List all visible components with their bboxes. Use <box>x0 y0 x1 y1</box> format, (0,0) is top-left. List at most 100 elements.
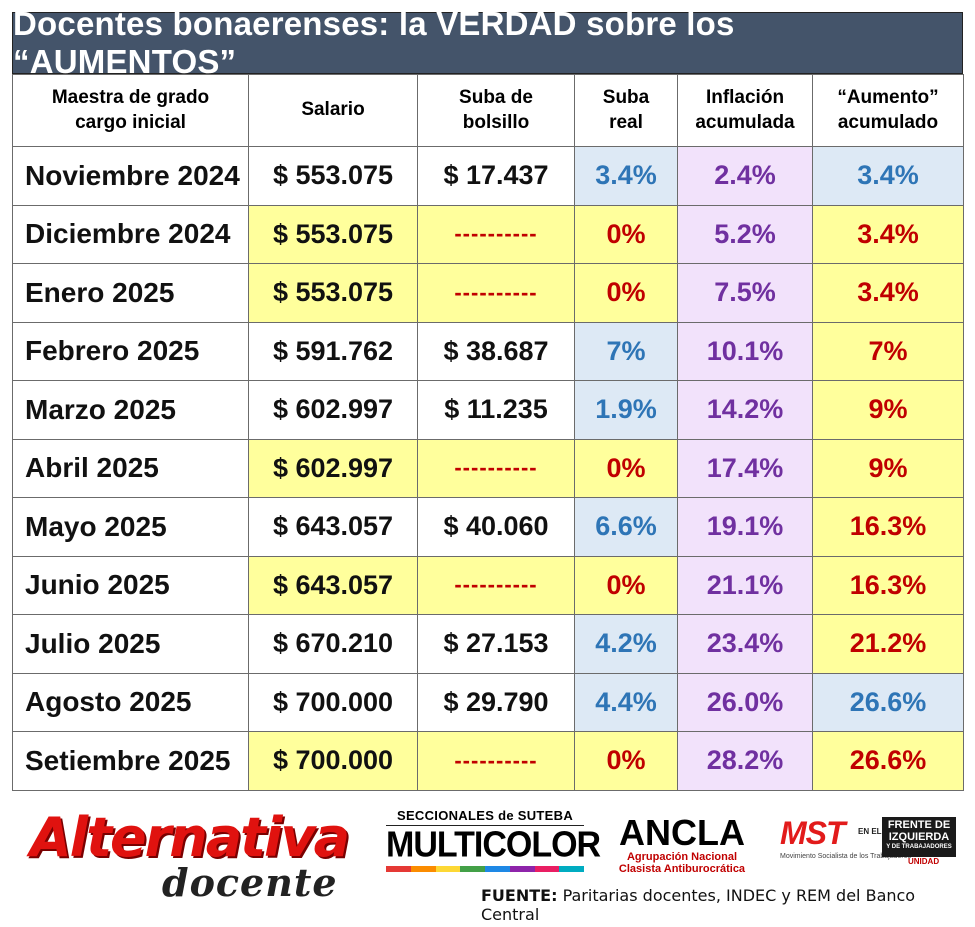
ancla-logo-sub2: Clasista Antiburocrática <box>618 863 746 875</box>
raise-cell: ---------- <box>417 731 575 791</box>
alternativa-logo-word: Alternativa <box>29 806 350 869</box>
real-raise-cell: 0% <box>574 263 678 323</box>
table-row: Febrero 2025 $ 591.762 $ 38.687 7% 10.1% 7% <box>12 321 964 381</box>
salary-cell: $ 553.075 <box>248 204 418 264</box>
multicolor-logo-word: MULTICOLOR <box>386 825 601 865</box>
salary-cell: $ 643.057 <box>248 497 418 557</box>
salary-cell: $ 602.997 <box>248 380 418 440</box>
header-month: Maestra de grado cargo inicial <box>12 74 249 147</box>
raise-cell: $ 38.687 <box>417 321 575 381</box>
source-note: FUENTE: Paritarias docentes, INDEC y REM… <box>481 886 975 924</box>
month-cell: Mayo 2025 <box>12 497 249 557</box>
fit-logo-line1: FRENTE DE <box>887 819 951 831</box>
source-label: FUENTE: <box>481 886 558 905</box>
real-raise-cell: 0% <box>574 731 678 791</box>
cumulative-cell: 3.4% <box>812 263 964 323</box>
cumulative-cell: 26.6% <box>812 672 964 732</box>
real-raise-cell: 0% <box>574 204 678 264</box>
month-cell: Enero 2025 <box>12 263 249 323</box>
salary-cell: $ 591.762 <box>248 321 418 381</box>
header-real-raise: Suba real <box>574 74 678 147</box>
salary-table: Maestra de grado cargo inicial Salario Su… <box>12 74 964 791</box>
multicolor-logo-top: SECCIONALES de SUTEBA <box>386 808 584 826</box>
month-cell: Junio 2025 <box>12 555 249 615</box>
raise-cell: ---------- <box>417 263 575 323</box>
salary-cell: $ 643.057 <box>248 555 418 615</box>
source-text: Paritarias docentes, INDEC y REM del Ban… <box>481 886 916 924</box>
real-raise-cell: 7% <box>574 321 678 381</box>
month-cell: Noviembre 2024 <box>12 146 249 206</box>
raise-cell: ---------- <box>417 204 575 264</box>
table-row: Junio 2025 $ 643.057 ---------- 0% 21.1% 16.3… <box>12 555 964 615</box>
table-row: Abril 2025 $ 602.997 ---------- 0% 17.4% 9% <box>12 438 964 498</box>
inflation-cell: 28.2% <box>677 731 813 791</box>
cumulative-cell: 3.4% <box>812 146 964 206</box>
table-row: Mayo 2025 $ 643.057 $ 40.060 6.6% 19.1% 16.3% <box>12 497 964 557</box>
real-raise-cell: 0% <box>574 438 678 498</box>
header-salary: Salario <box>248 74 418 147</box>
real-raise-cell: 3.4% <box>574 146 678 206</box>
real-raise-cell: 4.4% <box>574 672 678 732</box>
salary-cell: $ 700.000 <box>248 672 418 732</box>
inflation-cell: 2.4% <box>677 146 813 206</box>
raise-cell: $ 29.790 <box>417 672 575 732</box>
header-inflation: Inflación acumulada <box>677 74 813 147</box>
inflation-cell: 26.0% <box>677 672 813 732</box>
salary-cell: $ 602.997 <box>248 438 418 498</box>
mst-logo-word: MST <box>780 815 846 851</box>
inflation-cell: 21.1% <box>677 555 813 615</box>
inflation-cell: 19.1% <box>677 497 813 557</box>
header-cumulative: “Aumento” acumulado <box>812 74 964 147</box>
salary-cell: $ 670.210 <box>248 614 418 674</box>
inflation-cell: 5.2% <box>677 204 813 264</box>
frente-izquierda-logo: FRENTE DE IZQUIERDA Y DE TRABAJADORES <box>882 817 956 857</box>
cumulative-cell: 9% <box>812 438 964 498</box>
cumulative-cell: 3.4% <box>812 204 964 264</box>
raise-cell: ---------- <box>417 555 575 615</box>
mst-logo-en: EN EL <box>858 827 882 836</box>
mst-logo-sub: Movimiento Socialista de los Trabajadore… <box>780 853 912 860</box>
inflation-cell: 17.4% <box>677 438 813 498</box>
docente-logo-word: docente <box>162 860 338 905</box>
cumulative-cell: 9% <box>812 380 964 440</box>
table-row: Noviembre 2024 $ 553.075 $ 17.437 3.4% 2.4% 3… <box>12 146 964 206</box>
inflation-cell: 10.1% <box>677 321 813 381</box>
fit-logo-line3: Y DE TRABAJADORES <box>886 844 952 850</box>
salary-cell: $ 553.075 <box>248 263 418 323</box>
month-cell: Agosto 2025 <box>12 672 249 732</box>
month-cell: Abril 2025 <box>12 438 249 498</box>
unidad-logo-word: UNIDAD <box>908 857 940 866</box>
cumulative-cell: 16.3% <box>812 555 964 615</box>
ancla-logo-word: ANCLA <box>619 812 745 853</box>
header-row: Maestra de grado cargo inicial Salario Su… <box>12 74 964 147</box>
month-cell: Setiembre 2025 <box>12 731 249 791</box>
raise-cell: $ 40.060 <box>417 497 575 557</box>
inflation-cell: 14.2% <box>677 380 813 440</box>
table-row: Julio 2025 $ 670.210 $ 27.153 4.2% 23.4% 21.2… <box>12 614 964 674</box>
ancla-logo: ANCLA Agrupación Nacional Clasista Antib… <box>612 815 752 877</box>
cumulative-cell: 16.3% <box>812 497 964 557</box>
month-cell: Julio 2025 <box>12 614 249 674</box>
table-row: Agosto 2025 $ 700.000 $ 29.790 4.4% 26.0% 26.… <box>12 672 964 732</box>
raise-cell: $ 27.153 <box>417 614 575 674</box>
inflation-cell: 23.4% <box>677 614 813 674</box>
ancla-logo-sub1: Agrupación Nacional <box>626 851 738 863</box>
cumulative-cell: 26.6% <box>812 731 964 791</box>
cumulative-cell: 21.2% <box>812 614 964 674</box>
real-raise-cell: 0% <box>574 555 678 615</box>
month-cell: Diciembre 2024 <box>12 204 249 264</box>
table-row: Enero 2025 $ 553.075 ---------- 0% 7.5% 3.4% <box>12 263 964 323</box>
month-cell: Marzo 2025 <box>12 380 249 440</box>
header-raise: Suba de bolsillo <box>417 74 575 147</box>
real-raise-cell: 4.2% <box>574 614 678 674</box>
fit-logo-line2: IZQUIERDA <box>888 831 950 843</box>
month-cell: Febrero 2025 <box>12 321 249 381</box>
raise-cell: $ 11.235 <box>417 380 575 440</box>
real-raise-cell: 6.6% <box>574 497 678 557</box>
table-row: Setiembre 2025 $ 700.000 ---------- 0% 28.2%… <box>12 731 964 791</box>
raise-cell: $ 17.437 <box>417 146 575 206</box>
multicolor-stripes <box>386 866 584 872</box>
table-row: Diciembre 2024 $ 553.075 ---------- 0% 5.2% 3… <box>12 204 964 264</box>
real-raise-cell: 1.9% <box>574 380 678 440</box>
salary-cell: $ 700.000 <box>248 731 418 791</box>
